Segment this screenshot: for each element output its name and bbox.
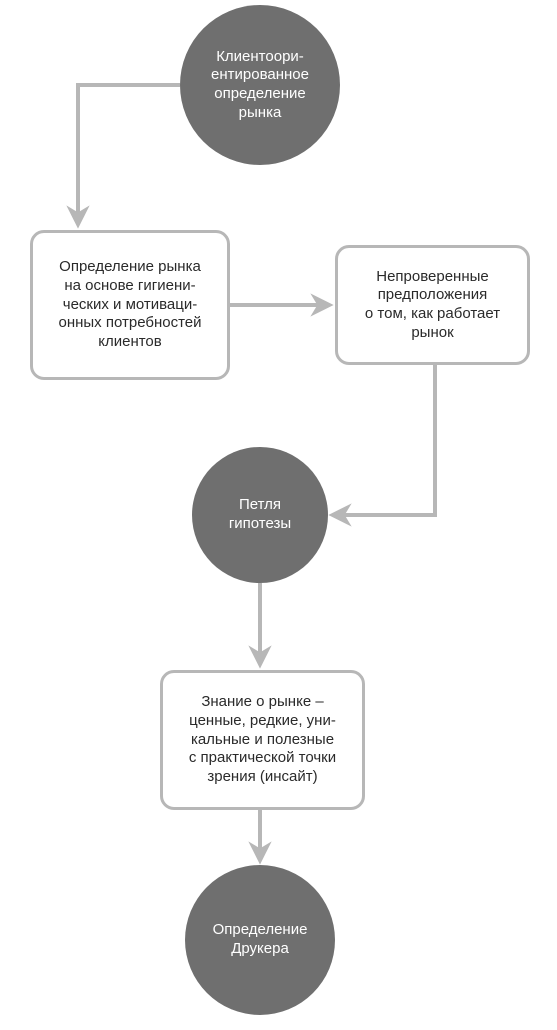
node-n6: ОпределениеДрукера — [185, 865, 335, 1015]
node-label: Непроверенныепредположенияо том, как раб… — [365, 268, 500, 343]
node-label: Петлягипотезы — [229, 496, 291, 534]
node-n1: Клиентоори-ентированноеопределениерынка — [180, 5, 340, 165]
node-label: Клиентоори-ентированноеопределениерынка — [211, 48, 309, 123]
node-n4: Петлягипотезы — [192, 447, 328, 583]
node-label: ОпределениеДрукера — [213, 921, 308, 959]
node-n5: Знание о рынке –ценные, редкие, уни-каль… — [160, 670, 365, 810]
flowchart-canvas: Клиентоори-ентированноеопределениерынка О… — [0, 0, 557, 1030]
node-n3: Непроверенныепредположенияо том, как раб… — [335, 245, 530, 365]
node-label: Определение рынкана основе гигиени-чески… — [58, 258, 201, 352]
edge-n3-n4 — [333, 365, 435, 515]
node-n2: Определение рынкана основе гигиени-чески… — [30, 230, 230, 380]
node-label: Знание о рынке –ценные, редкие, уни-каль… — [189, 693, 336, 787]
edge-n1-n2 — [78, 85, 180, 224]
